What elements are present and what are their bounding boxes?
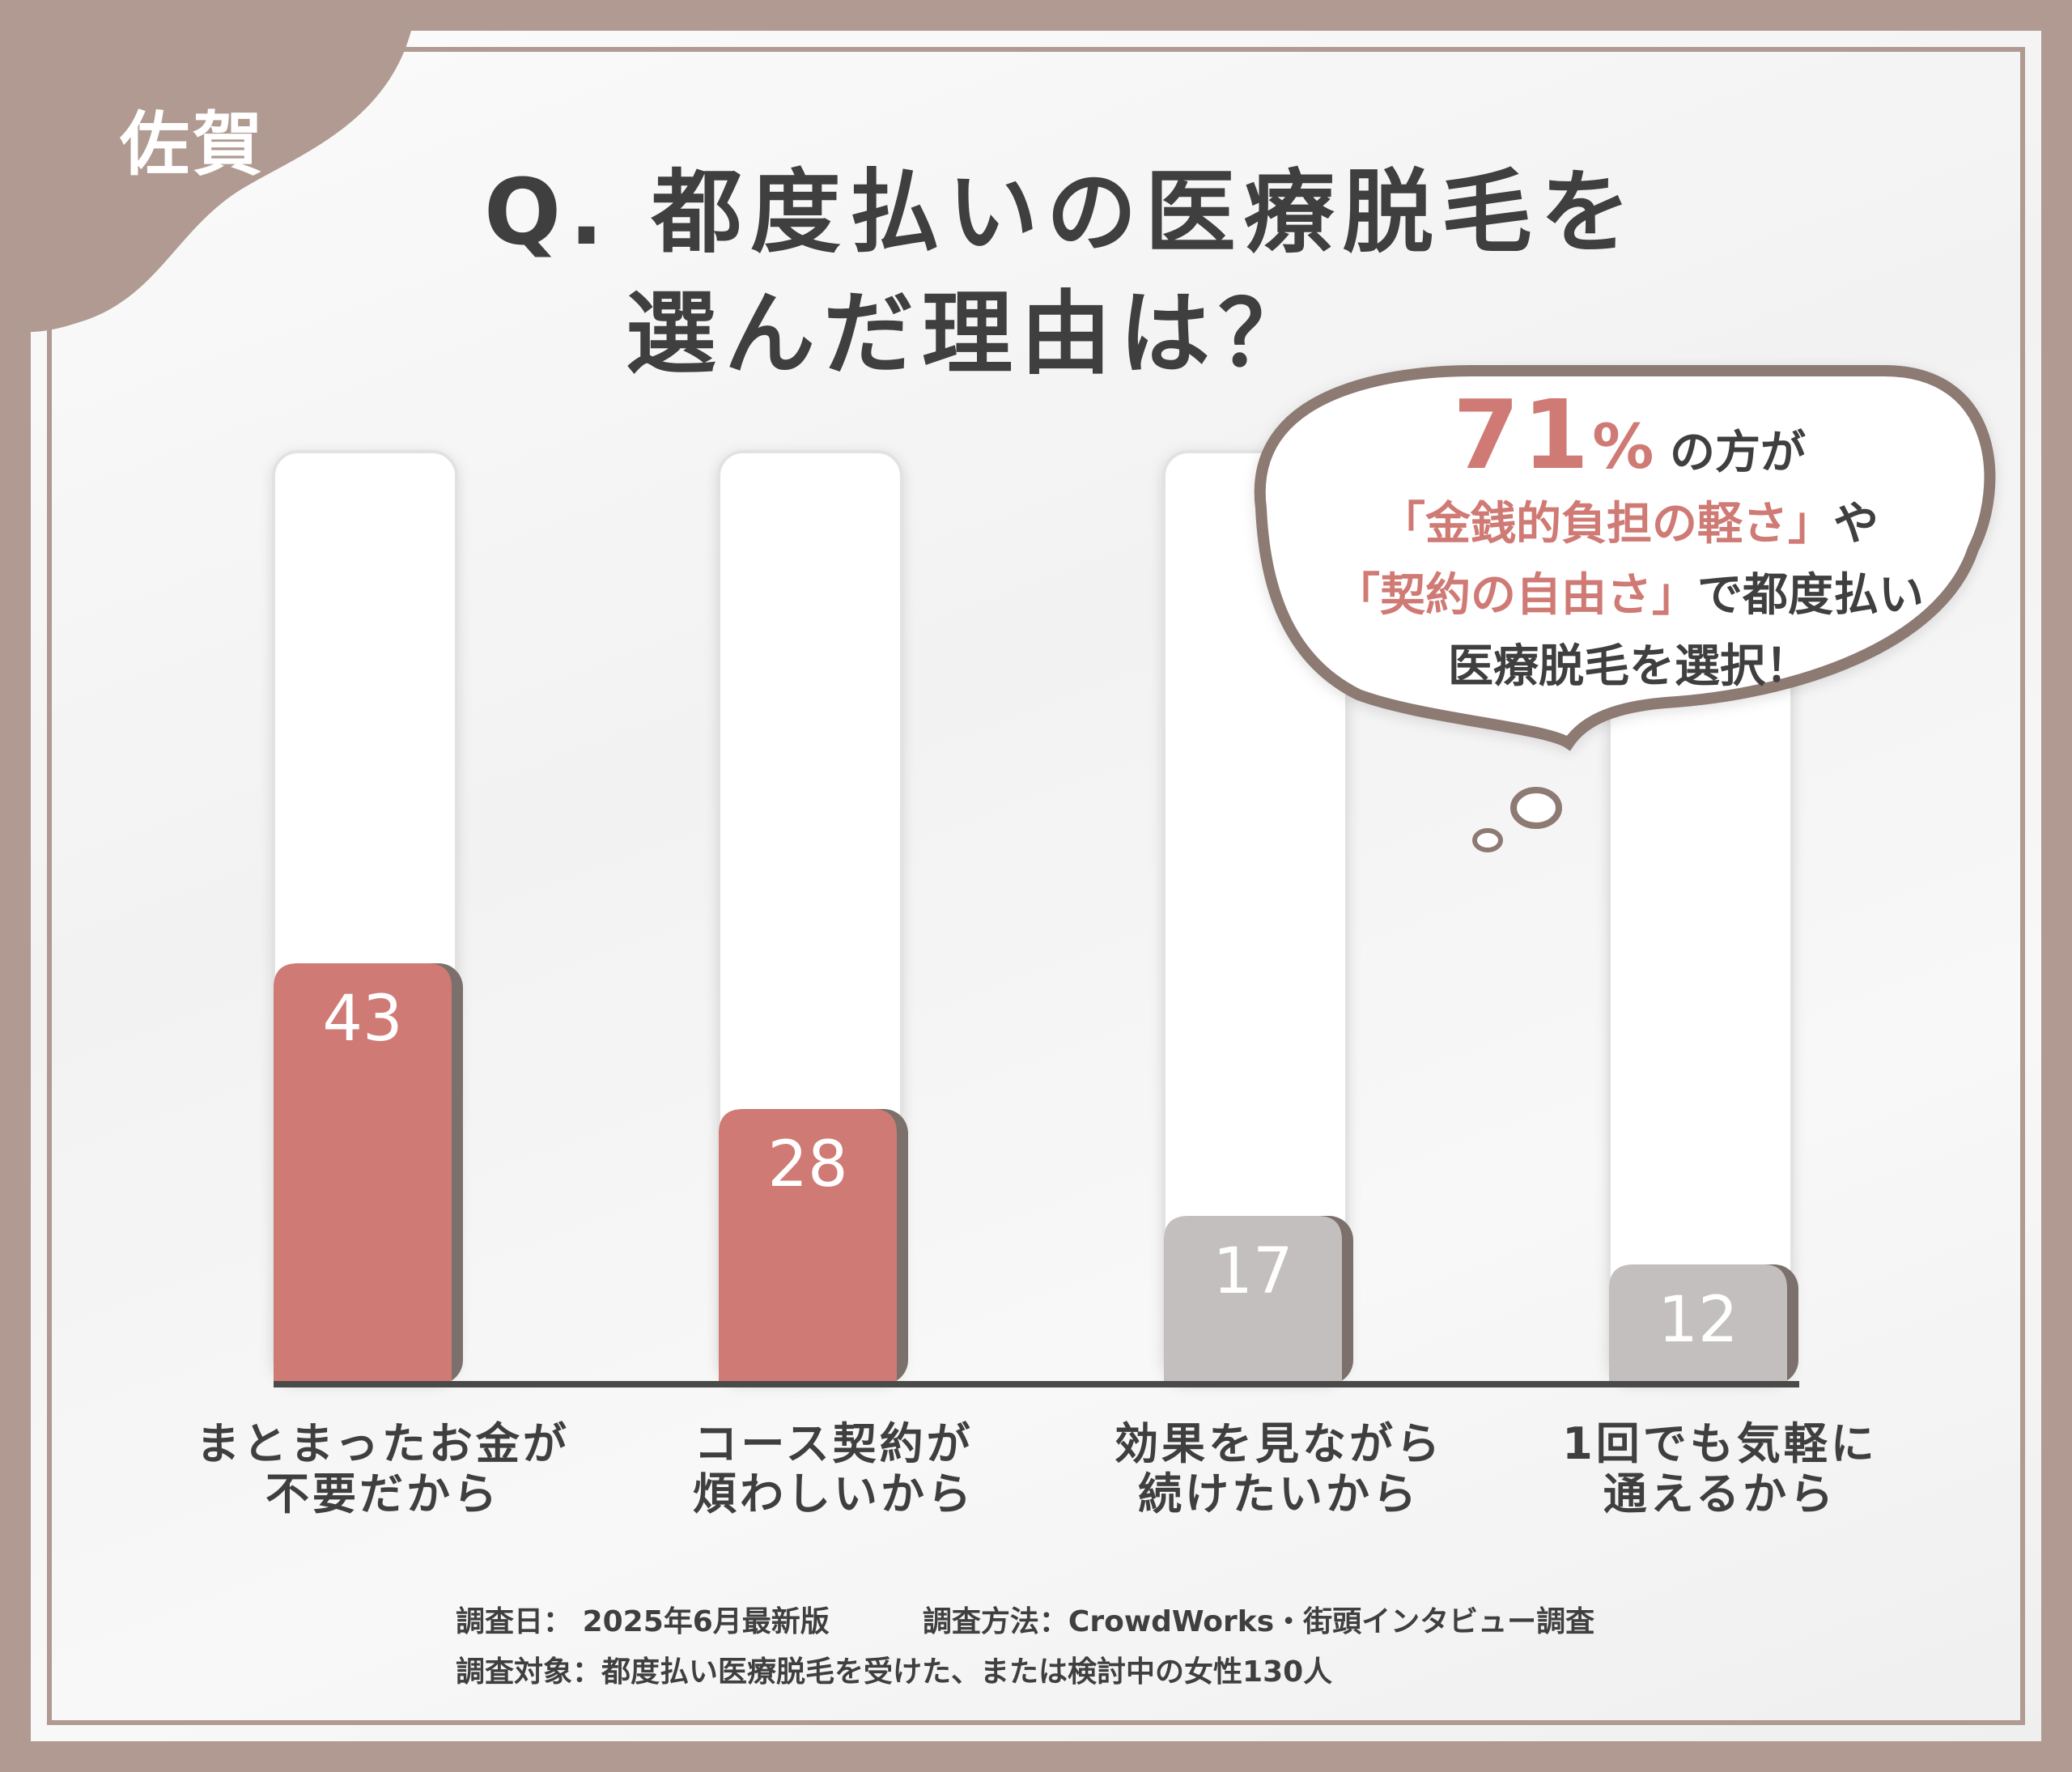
bar-value-label-4: 12 xyxy=(1658,1284,1738,1357)
question-title: Q. 都度払いの医療脱毛を 選んだ理由は？ xyxy=(484,152,1639,395)
footnote-date-label: 調査日： xyxy=(456,1605,573,1638)
category-label-4: 1回でも気軽に 通えるから xyxy=(1562,1418,1878,1519)
callout-line-2-rest: や xyxy=(1833,498,1879,550)
footnote-line-2: 調査対象：都度払い医療脱毛を受けた、または検討中の女性130人 xyxy=(456,1647,1594,1698)
bar-value-label-2: 28 xyxy=(767,1128,847,1201)
bar-value-label-3: 17 xyxy=(1212,1235,1293,1308)
footnote-target-label: 調査対象： xyxy=(456,1655,602,1689)
footnote-method-value: CrowdWorks・街頭インタビュー調査 xyxy=(1068,1605,1595,1638)
callout-percent-value: 71 xyxy=(1453,379,1593,491)
callout-text: 71% の方が 「金銭的負担の軽さ」や 「契約の自由さ」で都度払い 医療脱毛を選… xyxy=(1285,387,1973,703)
callout-line-3-rest: で都度払い xyxy=(1697,569,1924,622)
callout-line-2: 「金銭的負担の軽さ」や xyxy=(1285,489,1973,560)
corner-tab xyxy=(31,31,411,332)
callout-line-2-accent: 「金銭的負担の軽さ」 xyxy=(1380,498,1833,550)
footnote-target-value: 都度払い医療脱毛を受けた、または検討中の女性130人 xyxy=(601,1655,1333,1689)
title-line-1: Q. 都度払いの医療脱毛を xyxy=(484,160,1639,266)
bar-3 xyxy=(1164,1216,1342,1381)
thought-dot-large xyxy=(1510,787,1562,829)
bar-value-label-1: 43 xyxy=(322,983,402,1056)
region-label: 佐賀 xyxy=(120,104,265,185)
survey-footnote: 調査日： 2025年6月最新版 調査方法：CrowdWorks・街頭インタビュー… xyxy=(456,1597,1594,1698)
category-label-1: まとまったお金が 不要だから xyxy=(196,1418,570,1519)
corner-tab-shape xyxy=(31,31,411,332)
category-label-2: コース契約が 煩わしいから xyxy=(693,1418,974,1519)
infographic-card: 43 28 17 12 佐賀 Q. 都度払いの医療脱毛を 選んだ理由は？ 71% の方… xyxy=(31,31,2041,1741)
title-line-2: 選んだ理由は？ xyxy=(626,282,1317,387)
callout-percent-sign: % xyxy=(1592,410,1654,482)
callout-line-1: 71% の方が xyxy=(1285,387,1973,489)
footnote-method-label: 調査方法： xyxy=(922,1605,1068,1638)
callout-line-4: 医療脱毛を選択！ xyxy=(1448,640,1811,693)
chart-canvas: 43 28 17 12 xyxy=(272,365,1996,1387)
bar-2 xyxy=(719,1109,897,1381)
bar-1 xyxy=(274,963,452,1381)
category-label-3: 効果を見ながら 続けたいから xyxy=(1115,1418,1443,1519)
thought-dot-small xyxy=(1472,828,1503,852)
footnote-line-1: 調査日： 2025年6月最新版 調査方法：CrowdWorks・街頭インタビュー… xyxy=(456,1597,1594,1647)
callout-line-3-accent: 「契約の自由さ」 xyxy=(1335,569,1697,622)
bar-4 xyxy=(1609,1264,1787,1381)
speech-bubble xyxy=(1254,365,1996,852)
callout-after-percent: の方が xyxy=(1669,427,1806,479)
callout-line-3: 「契約の自由さ」で都度払い xyxy=(1285,560,1973,631)
speech-bubble-body xyxy=(1254,365,1996,751)
footnote-date-value: 2025年6月最新版 xyxy=(582,1605,830,1638)
